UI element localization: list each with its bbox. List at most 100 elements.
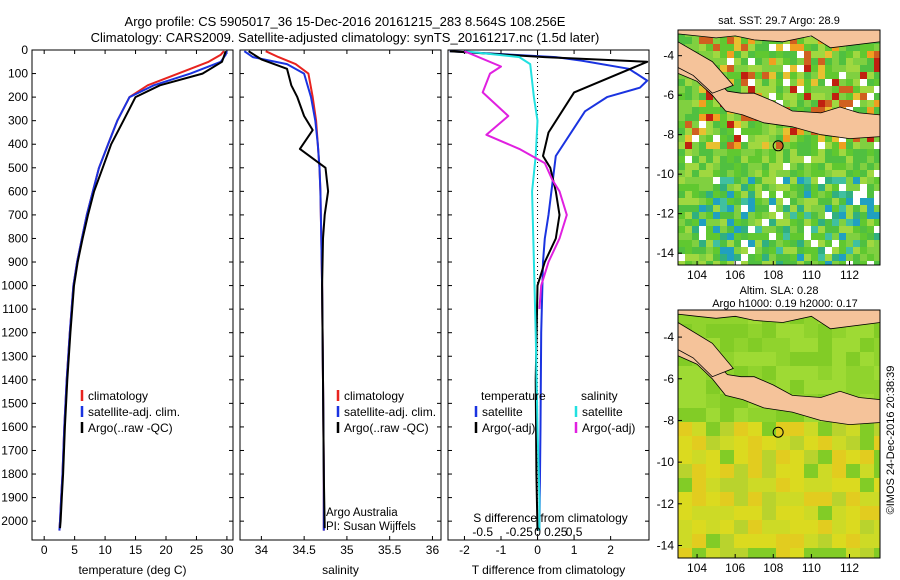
map-cell (769, 72, 776, 79)
map-cell (734, 226, 741, 233)
map-cell (748, 121, 755, 128)
y-tick-label: 200 (8, 90, 28, 104)
map-cell (678, 240, 685, 247)
map-cell (797, 205, 804, 212)
map-cell (783, 233, 790, 240)
map-cell (811, 37, 818, 44)
map-cell (832, 534, 846, 548)
map-cell (860, 366, 874, 380)
map-cell (762, 79, 769, 86)
map-cell (783, 212, 790, 219)
map-cell (790, 65, 797, 72)
map-cell (867, 100, 874, 107)
map-cell (811, 93, 818, 100)
map-cell (706, 51, 713, 58)
map-cell (874, 534, 880, 548)
map-cell (762, 121, 769, 128)
x-tick-label: 34.5 (292, 543, 316, 557)
map-cell (692, 205, 699, 212)
map-cell (874, 233, 880, 240)
map-cell (734, 58, 741, 65)
map-cell (692, 86, 699, 93)
legend-label: Argo(..raw -QC) (88, 421, 173, 435)
map-cell (727, 170, 734, 177)
map-cell (860, 506, 874, 520)
map-cell (769, 205, 776, 212)
y-tick-label: -4 (663, 49, 674, 63)
map-cell (790, 37, 797, 44)
map-cell (804, 464, 818, 478)
map-cell (748, 212, 755, 219)
map-cell (804, 534, 818, 548)
map-cell (678, 86, 685, 93)
map-cell (839, 142, 846, 149)
map-cell (692, 79, 699, 86)
map-cell (811, 72, 818, 79)
map-cell (685, 114, 692, 121)
map-cell (678, 72, 685, 79)
map-cell (734, 177, 741, 184)
map-cell (741, 142, 748, 149)
map-cell (748, 65, 755, 72)
map-cell (734, 51, 741, 58)
map-cell (692, 534, 706, 548)
map-cell (853, 191, 860, 198)
map-cell (832, 79, 839, 86)
map-cell (734, 233, 741, 240)
map-cell (706, 408, 720, 422)
map-cell (846, 100, 853, 107)
map-cell (874, 548, 880, 558)
map-cell (685, 37, 692, 44)
map-cell (832, 247, 839, 254)
map-cell (692, 219, 699, 226)
map-cell (734, 191, 741, 198)
map-cell (741, 247, 748, 254)
map-cell (748, 163, 755, 170)
map-cell (874, 44, 880, 51)
map-cell (783, 51, 790, 58)
map-cell (818, 107, 825, 114)
map-cell (860, 170, 867, 177)
map-cell (825, 247, 832, 254)
map-cell (727, 247, 734, 254)
map-cell (790, 100, 797, 107)
map-cell (811, 226, 818, 233)
map-cell (804, 492, 818, 506)
map-cell (846, 548, 860, 558)
map-cell (734, 142, 741, 149)
map-cell (720, 478, 734, 492)
map-cell (790, 366, 804, 380)
map-cell (783, 65, 790, 72)
map-cell (846, 58, 853, 65)
map-cell (734, 450, 748, 464)
map-cell (776, 520, 790, 534)
map-cell (797, 170, 804, 177)
map-cell (811, 219, 818, 226)
map-cell (860, 135, 867, 142)
map-cell (783, 184, 790, 191)
map-cell (790, 86, 797, 93)
y-tick-label: 1500 (1, 396, 28, 410)
map-cell (720, 37, 727, 44)
map-cell (769, 44, 776, 51)
map-cell (692, 177, 699, 184)
map-cell (860, 548, 874, 558)
map-cell (776, 240, 783, 247)
map-cell (832, 226, 839, 233)
map-cell (846, 240, 853, 247)
map-cell (832, 520, 846, 534)
map-cell (755, 170, 762, 177)
plot-frame (31, 49, 234, 541)
map-cell (818, 72, 825, 79)
map-cell (692, 226, 699, 233)
map-cell (860, 163, 867, 170)
map-cell (692, 114, 699, 121)
map-cell (755, 163, 762, 170)
map-cell (790, 44, 797, 51)
y-tick-label: 0 (21, 43, 28, 57)
map-cell (734, 520, 748, 534)
map-cell (678, 149, 685, 156)
map-cell (706, 128, 713, 135)
y-tick-label: 700 (8, 208, 28, 222)
map-cell (706, 324, 720, 338)
